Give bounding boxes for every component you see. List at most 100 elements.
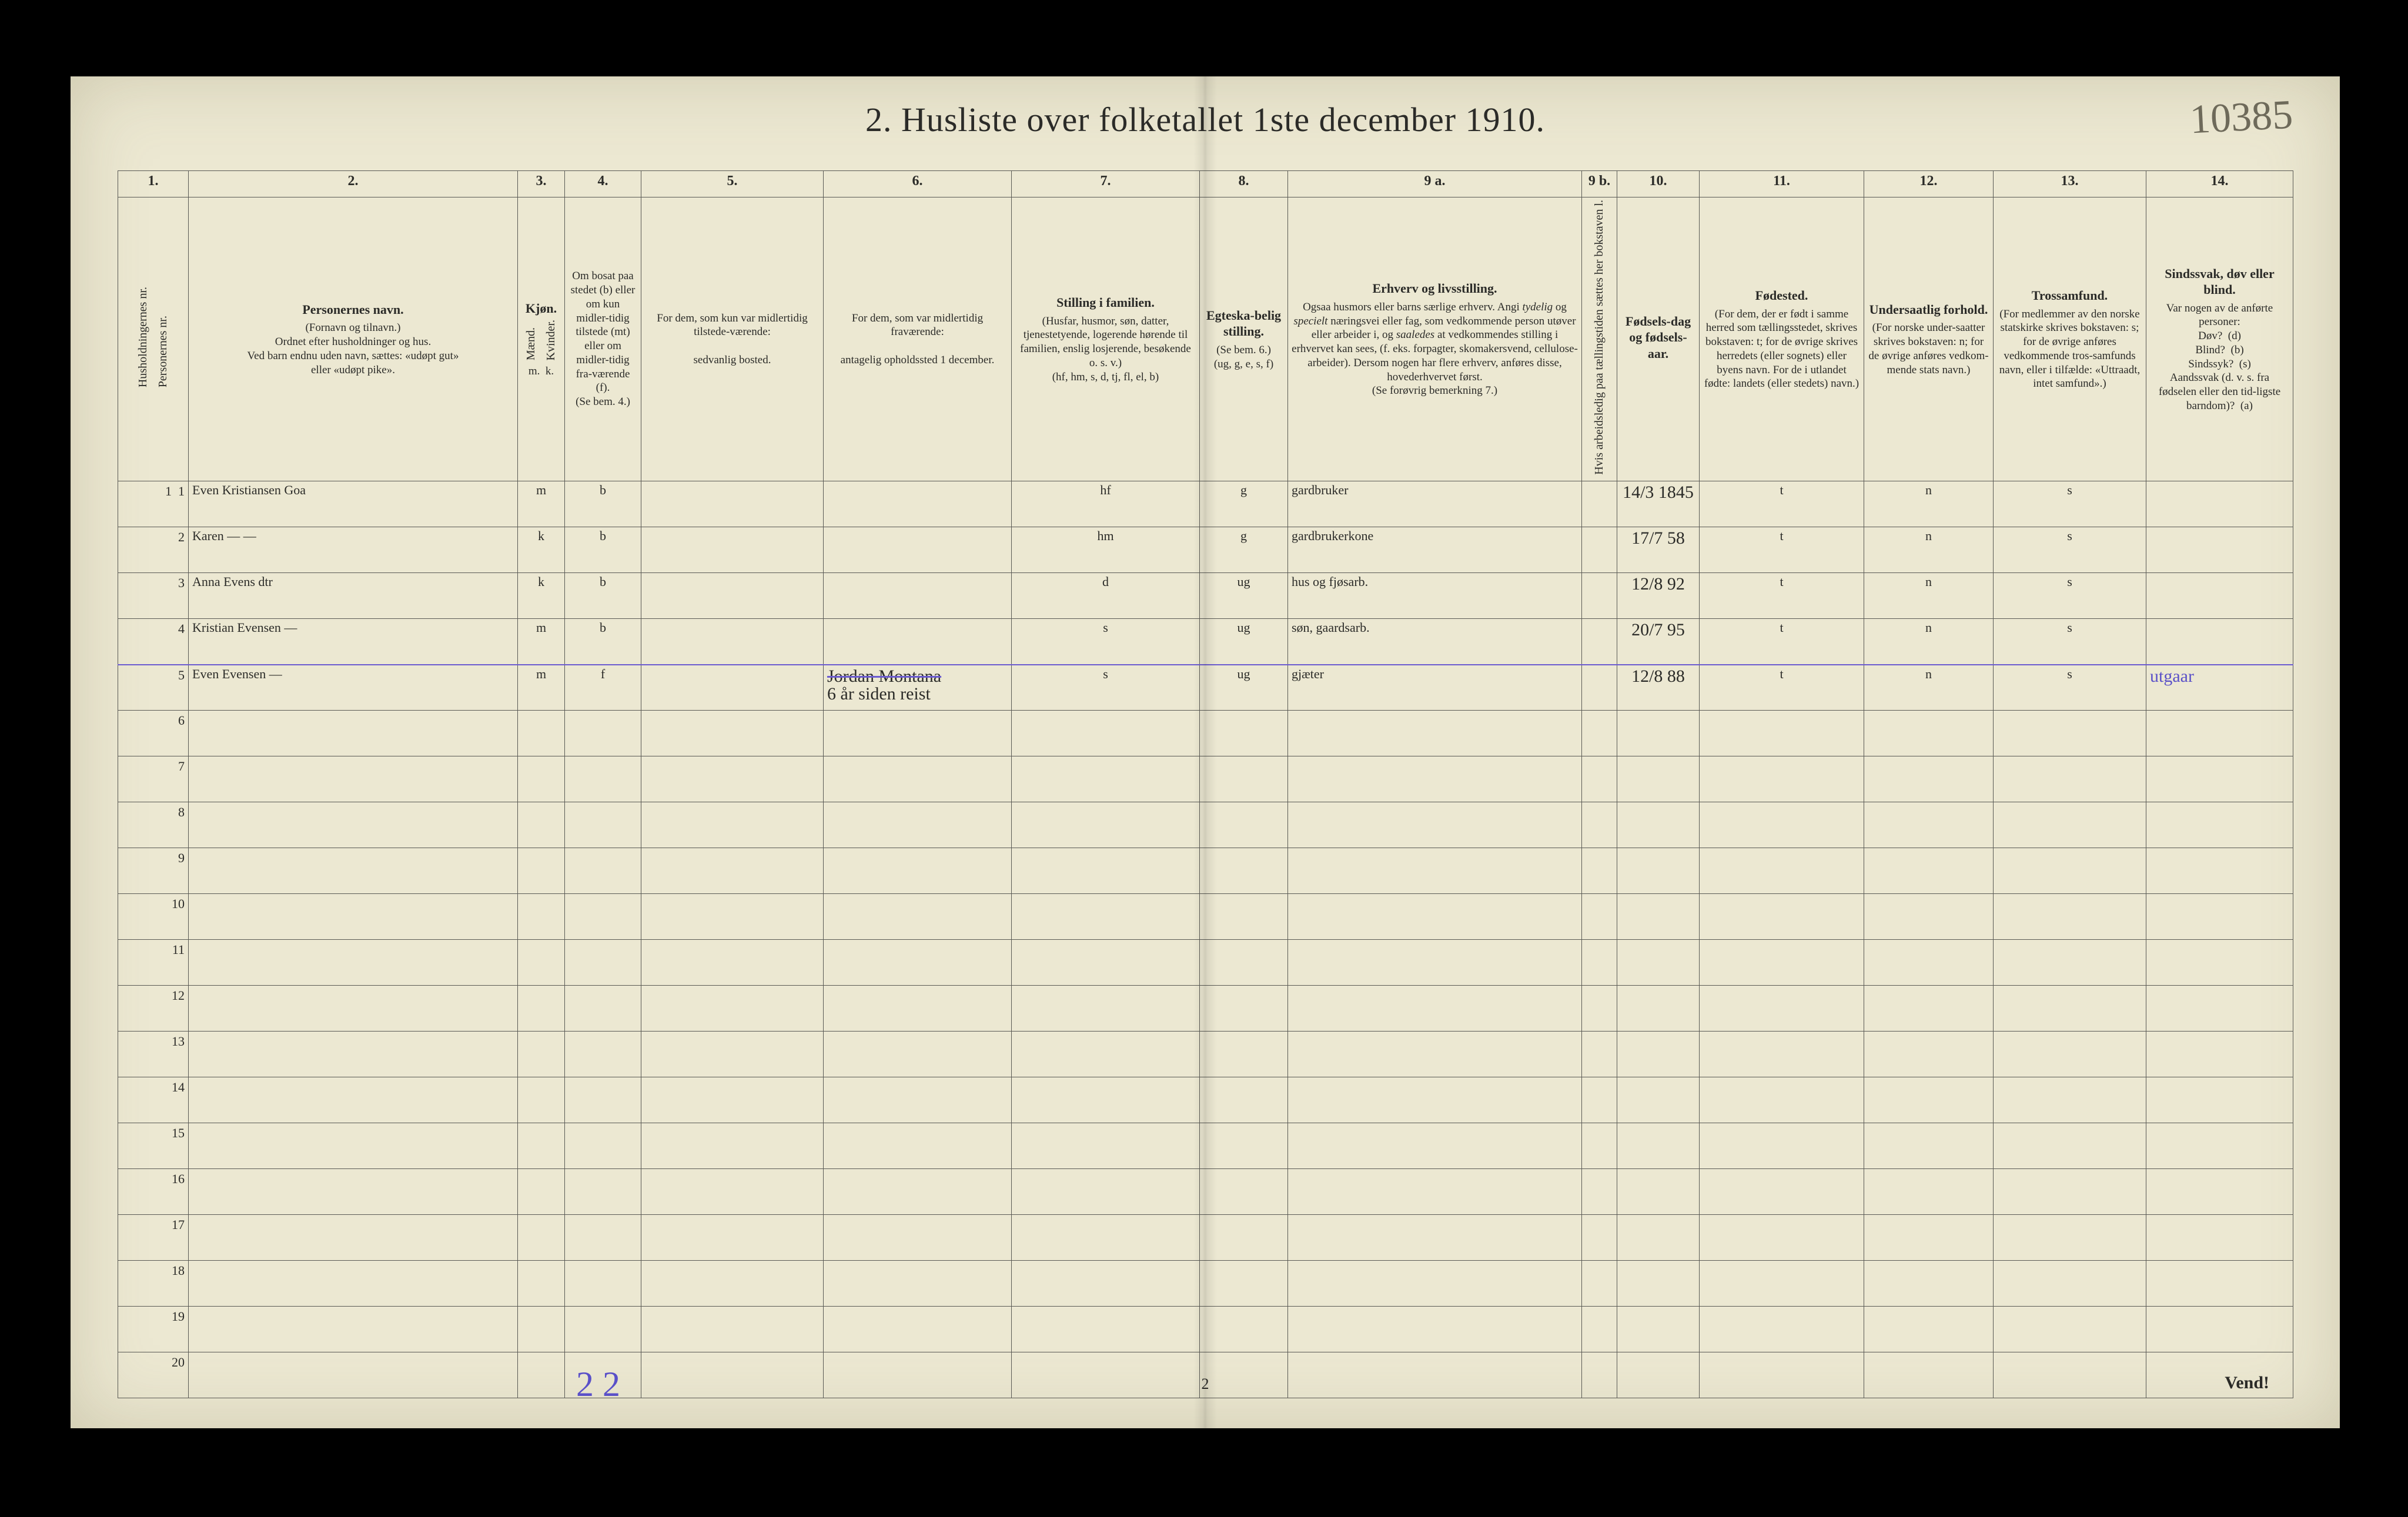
column-heading: Egteska-belig stilling.(Se bem. 6.)(ug, … — [1200, 197, 1288, 481]
empty-cell — [1994, 802, 2146, 848]
empty-cell — [2146, 1032, 2293, 1077]
empty-cell — [1200, 1077, 1288, 1123]
empty-cell — [1012, 1169, 1200, 1215]
empty-cell — [1582, 1261, 1617, 1307]
empty-cell — [518, 711, 565, 756]
religion: s — [1994, 527, 2146, 573]
empty-cell — [824, 1123, 1012, 1169]
empty-cell — [189, 711, 518, 756]
empty-cell — [1994, 986, 2146, 1032]
handwritten-page-number: 10385 — [2189, 91, 2294, 143]
row-number: 16 — [118, 1169, 189, 1215]
empty-cell — [1617, 986, 1700, 1032]
person-name: Kristian Evensen — — [189, 619, 518, 665]
family-position: hf — [1012, 481, 1200, 527]
row-number: 19 — [118, 1307, 189, 1352]
whereabouts — [824, 573, 1012, 619]
empty-cell — [1700, 1077, 1864, 1123]
empty-cell — [1288, 1032, 1582, 1077]
empty-cell — [1582, 1077, 1617, 1123]
empty-cell — [824, 756, 1012, 802]
empty-cell — [2146, 986, 2293, 1032]
empty-cell — [1288, 1352, 1582, 1398]
empty-cell — [565, 1215, 641, 1261]
table-row: 11 — [118, 940, 2293, 986]
family-position: s — [1012, 619, 1200, 665]
occupation: gardbrukerkone — [1288, 527, 1582, 573]
empty-cell — [565, 848, 641, 894]
empty-cell — [641, 894, 824, 940]
birth-place: t — [1700, 665, 1864, 711]
empty-cell — [2146, 940, 2293, 986]
empty-cell — [565, 1261, 641, 1307]
unemployed-flag — [1582, 481, 1617, 527]
empty-cell — [1200, 756, 1288, 802]
empty-cell — [1617, 940, 1700, 986]
empty-cell — [1288, 1077, 1582, 1123]
person-name: Even Kristiansen Goa — [189, 481, 518, 527]
empty-cell — [1582, 848, 1617, 894]
empty-cell — [1864, 1215, 1994, 1261]
empty-cell — [1864, 1169, 1994, 1215]
column-number: 12. — [1864, 171, 1994, 197]
empty-cell — [1012, 1261, 1200, 1307]
census-table: 1.2.3.4.5.6.7.8.9 a.9 b.10.11.12.13.14. … — [118, 170, 2293, 1398]
empty-cell — [1617, 756, 1700, 802]
table-row: 18 — [118, 1261, 2293, 1307]
column-heading: Hvis arbeidsledig paa tællingstiden sætt… — [1582, 197, 1617, 481]
empty-cell — [2146, 802, 2293, 848]
empty-cell — [1994, 1077, 2146, 1123]
row-number: 4 — [118, 619, 189, 665]
empty-cell — [565, 894, 641, 940]
row-number: 9 — [118, 848, 189, 894]
empty-cell — [1617, 1123, 1700, 1169]
empty-cell — [1994, 848, 2146, 894]
column-number-row: 1.2.3.4.5.6.7.8.9 a.9 b.10.11.12.13.14. — [118, 171, 2293, 197]
empty-cell — [824, 848, 1012, 894]
empty-cell — [1200, 1032, 1288, 1077]
empty-cell — [1288, 1307, 1582, 1352]
empty-cell — [824, 940, 1012, 986]
footer-page-no: 2 — [1202, 1375, 1209, 1393]
empty-cell — [1864, 711, 1994, 756]
empty-cell — [641, 1307, 824, 1352]
row-number: 15 — [118, 1123, 189, 1169]
empty-cell — [1012, 756, 1200, 802]
empty-cell — [641, 848, 824, 894]
religion: s — [1994, 573, 2146, 619]
birth-date: 14/3 1845 — [1617, 481, 1700, 527]
whereabouts: Jordan Montana6 år siden reist — [824, 665, 1012, 711]
row-number: 14 — [118, 1077, 189, 1123]
empty-cell — [824, 1261, 1012, 1307]
residence-status: b — [565, 619, 641, 665]
empty-cell — [1012, 1077, 1200, 1123]
form-title: 2. Husliste over folketallet 1ste decemb… — [71, 76, 2340, 151]
empty-cell — [2146, 756, 2293, 802]
empty-cell — [1200, 711, 1288, 756]
empty-cell — [189, 894, 518, 940]
empty-cell — [1200, 1215, 1288, 1261]
person-name: Karen — — — [189, 527, 518, 573]
empty-cell — [1700, 1169, 1864, 1215]
empty-cell — [2146, 1123, 2293, 1169]
empty-cell — [2146, 1077, 2293, 1123]
column-heading: Stilling i familien.(Husfar, husmor, søn… — [1012, 197, 1200, 481]
empty-cell — [518, 802, 565, 848]
empty-cell — [1200, 894, 1288, 940]
nationality: n — [1864, 573, 1994, 619]
residence-status: b — [565, 573, 641, 619]
empty-cell — [518, 1032, 565, 1077]
disability: utgaar — [2146, 665, 2293, 711]
column-number: 6. — [824, 171, 1012, 197]
empty-cell — [1012, 711, 1200, 756]
empty-cell — [189, 756, 518, 802]
empty-cell — [1582, 711, 1617, 756]
birth-date: 12/8 92 — [1617, 573, 1700, 619]
marital-status: g — [1200, 527, 1288, 573]
empty-cell — [1288, 1123, 1582, 1169]
residence-status: f — [565, 665, 641, 711]
column-number: 8. — [1200, 171, 1288, 197]
row-number: 6 — [118, 711, 189, 756]
empty-cell — [1200, 1169, 1288, 1215]
residence-status: b — [565, 527, 641, 573]
